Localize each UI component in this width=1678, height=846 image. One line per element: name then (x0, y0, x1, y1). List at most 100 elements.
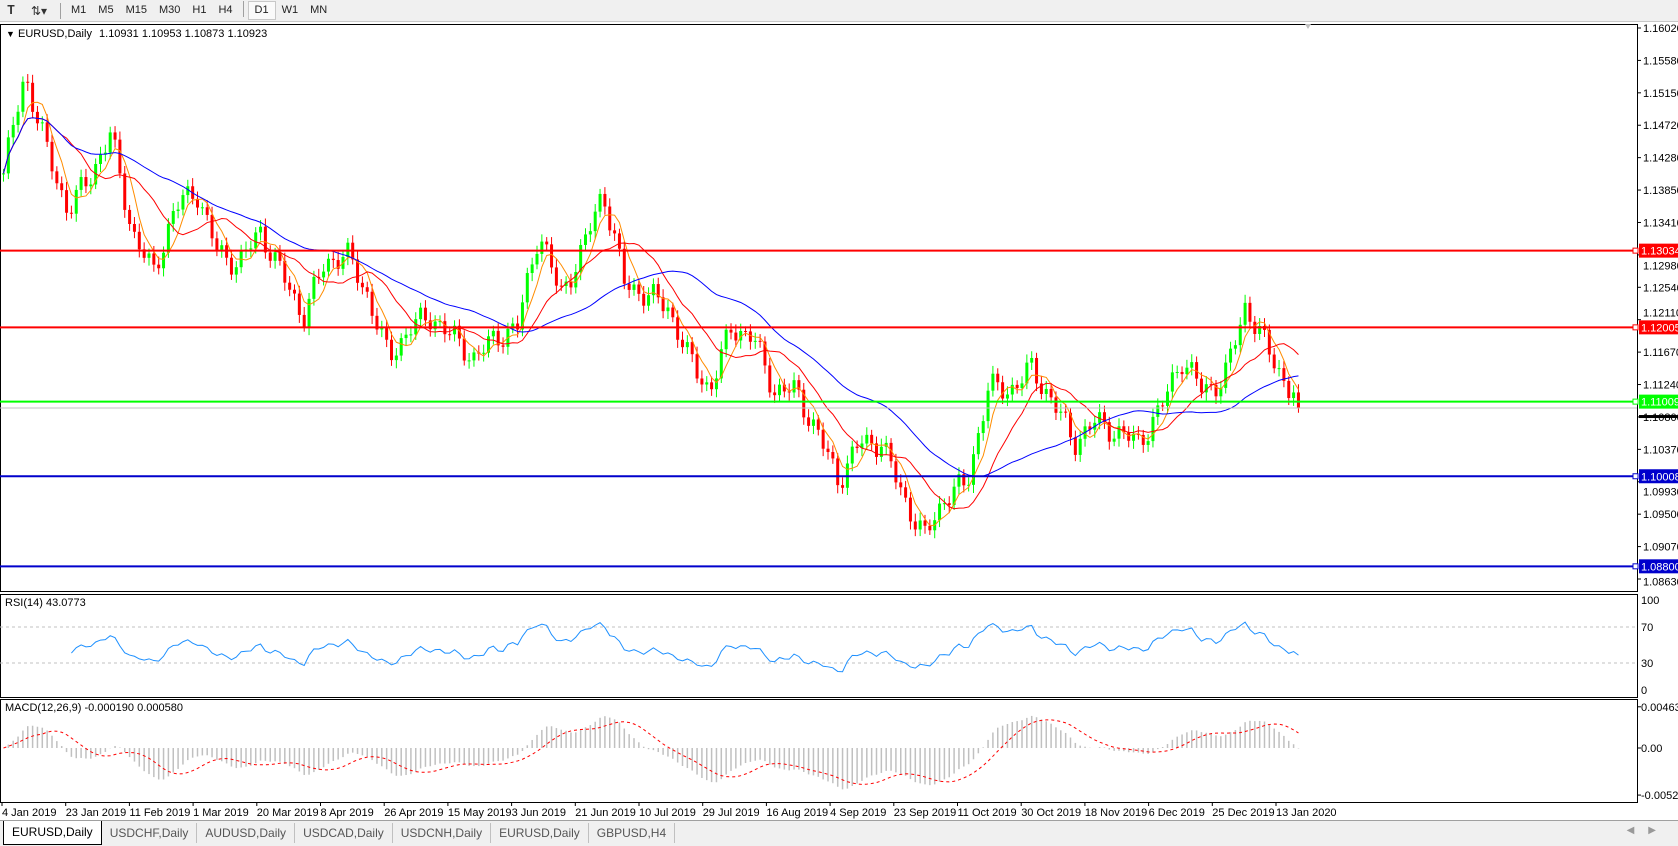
objects-dropdown-icon[interactable]: ⇅▾ (30, 3, 48, 18)
y-tick-label: 1.12980 (1643, 261, 1678, 273)
x-tick-label: 10 Jul 2019 (639, 807, 696, 819)
tab-scroll-arrows-icon[interactable]: ◀▶ (1626, 825, 1670, 836)
candle-body (850, 446, 854, 464)
candle-body (1127, 432, 1131, 441)
candle-body (331, 258, 335, 261)
chart-shift-marker-icon (1305, 24, 1311, 29)
y-tick-label: 1.12540 (1643, 282, 1678, 294)
y-tick-label: 1.15150 (1643, 88, 1678, 100)
candle-body (1132, 433, 1136, 441)
tab-eurusd-daily[interactable]: EURUSD,Daily (3, 821, 102, 845)
candle-body (554, 267, 558, 286)
toolbar-separator (242, 1, 244, 17)
macd-tick-label: -0.00529 (1641, 790, 1678, 802)
collapse-triangle-icon[interactable]: ▼ (6, 29, 15, 39)
timeframe-h4[interactable]: H4 (218, 4, 233, 16)
candle-body (176, 209, 180, 211)
candle-body (748, 331, 752, 342)
rsi-panel (0, 594, 1638, 698)
candle-body (942, 503, 946, 505)
price-label: 1.10008 (1641, 471, 1678, 483)
candle-body (841, 485, 845, 488)
timeframe-m5[interactable]: M5 (98, 4, 114, 16)
price-label: 1.13034 (1641, 246, 1678, 258)
candle-body (26, 81, 30, 83)
x-tick-label: 8 Apr 2019 (321, 807, 374, 819)
candle-body (472, 352, 476, 361)
candle-body (773, 392, 777, 396)
price-label-box (1639, 320, 1678, 335)
candle-body (419, 307, 423, 320)
timeframe-m15[interactable]: M15 (125, 4, 147, 16)
symbol-label: EURUSD,Daily (17, 28, 92, 40)
candle-body (137, 231, 141, 250)
candle-body (307, 298, 311, 328)
candle-body (550, 244, 554, 268)
tab-usdcad-daily[interactable]: USDCAD,Daily (295, 823, 393, 843)
candle-body (1078, 438, 1082, 455)
candle-body (530, 264, 534, 274)
tab-audusd-daily[interactable]: AUDUSD,Daily (197, 823, 296, 843)
y-tick-label: 1.09930 (1643, 486, 1678, 498)
tab-gbpusd-h4[interactable]: GBPUSD,H4 (589, 823, 676, 843)
candle-body (617, 233, 621, 249)
tab-usdchf-daily[interactable]: USDCHF,Daily (102, 823, 198, 843)
candle-body (904, 487, 908, 498)
candle-body (40, 122, 44, 124)
price-label-box (1639, 394, 1678, 409)
candle-body (390, 339, 393, 361)
candle-body (1117, 426, 1121, 439)
candle-body (35, 111, 39, 124)
line-anchor-handle (1632, 247, 1639, 254)
timeframe-w1[interactable]: W1 (281, 4, 299, 16)
x-tick-label: 11 Oct 2019 (958, 807, 1017, 819)
candle-body (438, 321, 442, 323)
candle-body (196, 198, 199, 208)
chart-area[interactable]: 1.16020 1.15580 1.15150 1.14720 1.14280 1.138… (0, 0, 1678, 820)
candle-body (370, 291, 374, 316)
tab-eurusd-daily-2[interactable]: EURUSD,Daily (491, 823, 589, 843)
candle-body (1035, 357, 1039, 384)
candle-body (302, 314, 306, 328)
current-price-label-box (1639, 415, 1678, 419)
price-label: 1.08800 (1641, 561, 1678, 573)
candle-body (976, 433, 980, 455)
candle-body (1088, 426, 1092, 430)
candle-body (1030, 357, 1034, 363)
candle-body (1025, 362, 1029, 384)
candle-body (166, 223, 170, 253)
candle-body (540, 241, 544, 254)
candle-body (21, 81, 25, 112)
candle-body (278, 252, 282, 261)
candle-body (2, 173, 5, 175)
x-tick-label: 3 Jun 2019 (512, 807, 566, 819)
tab-usdcnh-daily[interactable]: USDCNH,Daily (393, 823, 492, 843)
timeframe-h1[interactable]: H1 (192, 4, 207, 16)
timeframe-mn[interactable]: MN (310, 4, 328, 16)
candle-body (360, 282, 364, 288)
candle-body (545, 241, 549, 245)
rsi-line (71, 621, 1299, 673)
candle-body (593, 211, 597, 232)
candle-body (642, 293, 646, 306)
candle-body (259, 226, 263, 233)
text-tool-icon[interactable]: 𝐓 (7, 3, 15, 17)
x-tick-label: 6 Dec 2019 (1149, 807, 1205, 819)
candle-body (569, 281, 573, 288)
candle-body (661, 297, 665, 312)
candle-body (147, 253, 151, 258)
x-tick-label: 4 Sep 2019 (830, 807, 886, 819)
candle-body (1224, 362, 1228, 388)
timeframe-m30[interactable]: M30 (158, 4, 181, 16)
candle-body (1204, 384, 1208, 393)
timeframe-d1[interactable]: D1 (247, 1, 276, 20)
candle-body (84, 177, 88, 187)
candle-body (574, 271, 578, 288)
timeframe-m1[interactable]: M1 (71, 4, 87, 16)
candle-body (69, 212, 73, 214)
candle-body (1064, 411, 1068, 413)
candle-body (865, 434, 869, 444)
candle-body (375, 315, 379, 330)
candle-body (365, 287, 369, 292)
candle-body (356, 259, 360, 283)
